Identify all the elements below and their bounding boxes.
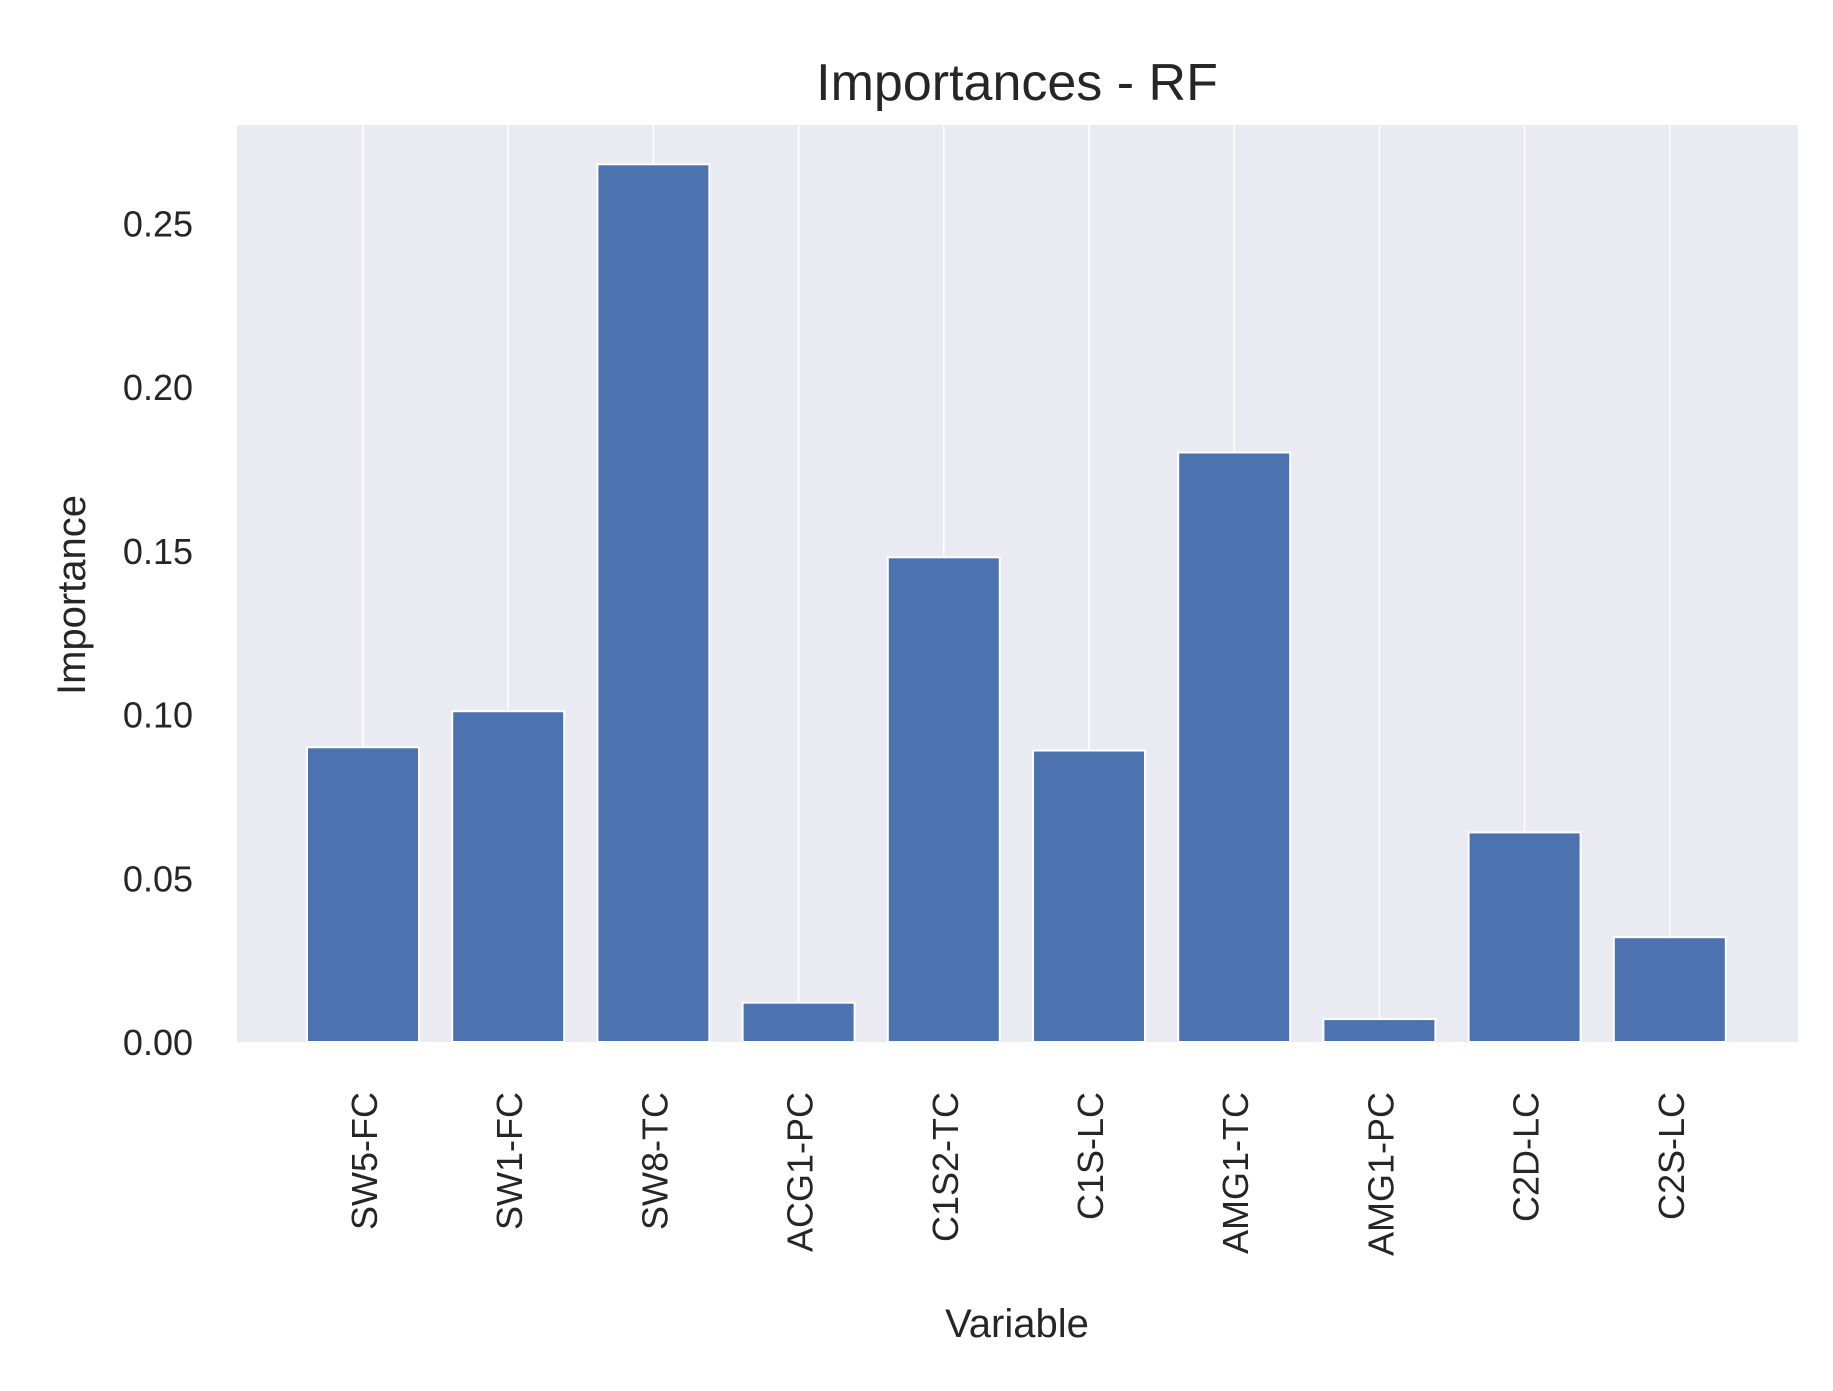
y-tick-label: 0.20 — [123, 367, 193, 408]
bar — [1322, 1018, 1437, 1044]
x-tick-label: SW1-FC — [489, 1092, 530, 1230]
x-tick-label: C2D-LC — [1506, 1092, 1547, 1222]
y-axis-ticks: 0.00 0.05 0.10 0.15 0.20 0.25 — [123, 203, 193, 1063]
bar — [1612, 936, 1727, 1044]
bar — [741, 1001, 856, 1044]
x-tick-label: ACG1-PC — [780, 1092, 821, 1252]
y-tick-label: 0.10 — [123, 695, 193, 736]
y-tick-label: 0.00 — [123, 1022, 193, 1063]
x-axis-label: Variable — [945, 1302, 1089, 1346]
x-tick-label: AMG1-PC — [1360, 1092, 1401, 1256]
bar — [596, 163, 711, 1044]
bar — [1467, 831, 1582, 1044]
bar — [1032, 749, 1146, 1044]
chart-title: Importances - RF — [816, 54, 1218, 112]
bar — [306, 746, 420, 1043]
bar — [451, 710, 566, 1043]
x-tick-label: SW5-FC — [344, 1092, 385, 1230]
x-tick-label: C1S2-TC — [925, 1092, 966, 1242]
x-axis-ticks: SW5-FC SW1-FC SW8-TC ACG1-PC C1S2-TC C1S-LC AM… — [344, 1092, 1692, 1256]
x-tick-label: C1S-LC — [1070, 1092, 1111, 1220]
x-tick-label: C2S-LC — [1651, 1092, 1692, 1220]
bar — [886, 556, 1001, 1043]
y-axis-label: Importance — [50, 495, 94, 695]
y-tick-label: 0.15 — [123, 531, 193, 572]
y-tick-label: 0.25 — [123, 203, 193, 244]
bar — [1177, 451, 1292, 1043]
bars — [306, 163, 1727, 1044]
x-tick-label: SW8-TC — [634, 1092, 675, 1230]
x-tick-label: AMG1-TC — [1215, 1092, 1256, 1254]
y-tick-label: 0.05 — [123, 858, 193, 899]
